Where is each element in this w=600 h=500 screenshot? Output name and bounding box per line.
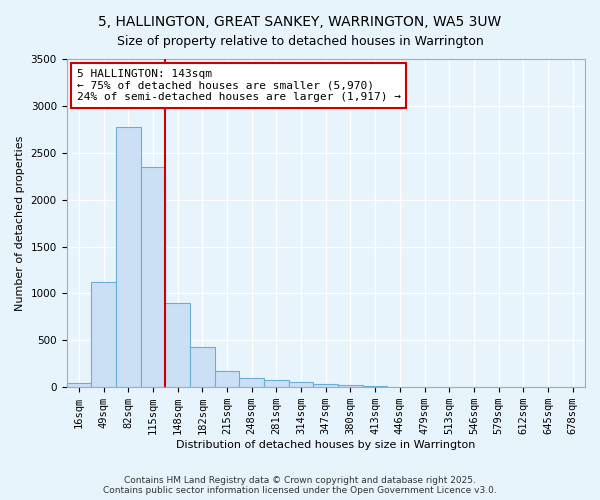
X-axis label: Distribution of detached houses by size in Warrington: Distribution of detached houses by size …	[176, 440, 475, 450]
Text: Contains HM Land Registry data © Crown copyright and database right 2025.
Contai: Contains HM Land Registry data © Crown c…	[103, 476, 497, 495]
Bar	[338, 386, 363, 387]
Bar	[239, 378, 264, 387]
Bar	[264, 380, 289, 387]
Y-axis label: Number of detached properties: Number of detached properties	[15, 136, 25, 311]
Text: 5 HALLINGTON: 143sqm
← 75% of detached houses are smaller (5,970)
24% of semi-de: 5 HALLINGTON: 143sqm ← 75% of detached h…	[77, 69, 401, 102]
Bar	[140, 167, 165, 387]
Text: 5, HALLINGTON, GREAT SANKEY, WARRINGTON, WA5 3UW: 5, HALLINGTON, GREAT SANKEY, WARRINGTON,…	[98, 15, 502, 29]
Text: Size of property relative to detached houses in Warrington: Size of property relative to detached ho…	[116, 35, 484, 48]
Bar	[289, 382, 313, 387]
Bar	[165, 303, 190, 387]
Bar	[190, 347, 215, 387]
Bar	[363, 386, 388, 387]
Bar	[67, 384, 91, 387]
Bar	[116, 126, 140, 387]
Bar	[215, 371, 239, 387]
Bar	[91, 282, 116, 387]
Bar	[313, 384, 338, 387]
